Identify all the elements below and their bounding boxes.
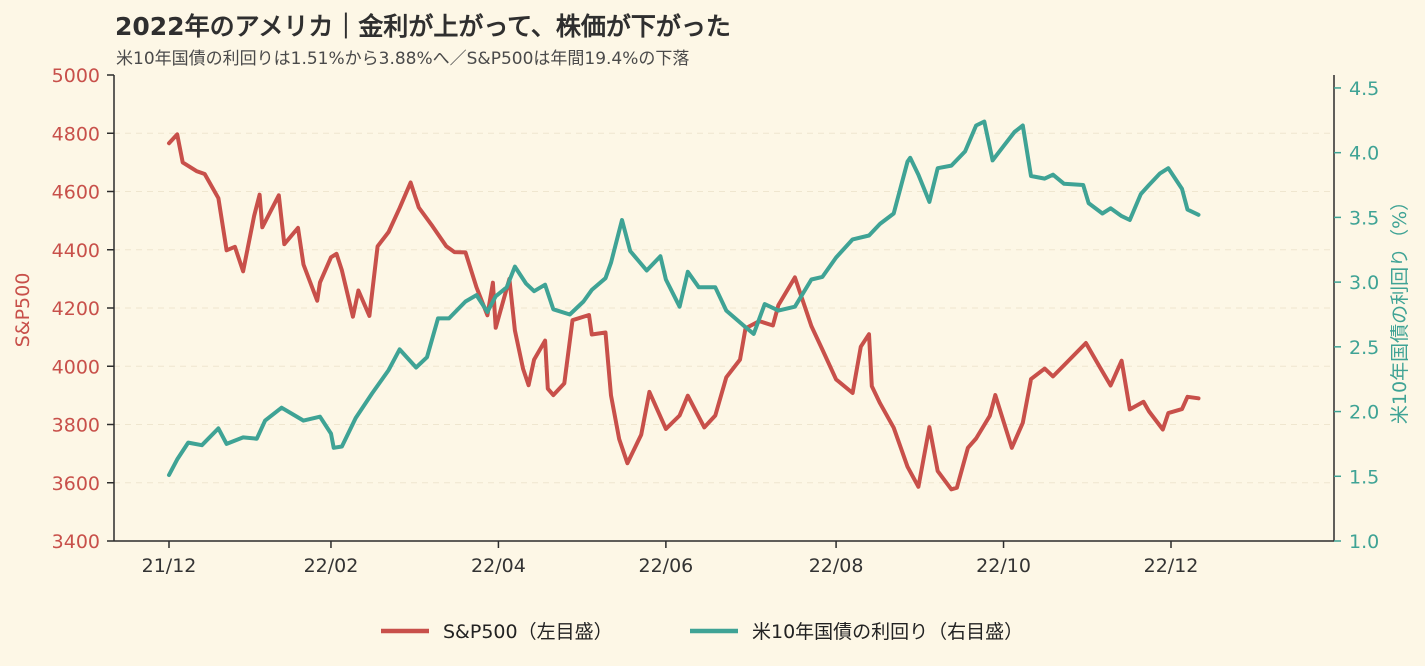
left-tick-label: 4200 — [52, 298, 100, 320]
left-tick-label: 4000 — [52, 356, 100, 378]
left-tick-label: 3800 — [52, 415, 100, 437]
gridlines — [114, 132, 1334, 484]
left-tick-label: 3600 — [52, 473, 100, 495]
right-tick-label: 1.5 — [1349, 466, 1379, 488]
legend-label-yield: 米10年国債の利回り（右目盛） — [752, 621, 1023, 643]
right-axis-label: 米10年国債の利回り（%） — [1389, 192, 1411, 424]
sp500-line — [167, 132, 1201, 492]
right-tick-label: 3.5 — [1349, 207, 1379, 229]
right-tick-label: 2.0 — [1349, 402, 1379, 424]
legend-label-sp500: S&P500（左目盛） — [443, 621, 613, 643]
left-tick-label: 4800 — [52, 123, 100, 145]
left-tick-label: 4400 — [52, 240, 100, 262]
x-tick-label: 21/12 — [142, 555, 197, 577]
x-tick-label: 22/10 — [976, 555, 1031, 577]
right-tick-label: 4.5 — [1349, 78, 1379, 100]
left-axis-label: S&P500 — [12, 273, 34, 348]
x-tick-label: 22/12 — [1144, 555, 1199, 577]
right-tick-label: 1.0 — [1349, 531, 1379, 553]
plot-area — [167, 119, 1201, 492]
left-tick-label: 3400 — [52, 531, 100, 553]
left-tick-label: 4600 — [52, 182, 100, 204]
tick-labels: 3400 3600 3800 4000 4200 4400 4600 4800 5000 1.0 1… — [52, 65, 1380, 577]
right-tick-label: 4.0 — [1349, 143, 1379, 165]
chart-title: 2022年のアメリカ｜金利が上がって、株価が下がった — [115, 12, 731, 41]
x-tick-label: 22/06 — [638, 555, 693, 577]
legend: S&P500（左目盛） 米10年国債の利回り（右目盛） — [381, 621, 1023, 643]
left-tick-label: 5000 — [52, 65, 100, 87]
treasury-yield-line — [167, 119, 1201, 477]
x-tick-label: 22/08 — [809, 555, 864, 577]
x-tick-label: 22/02 — [304, 555, 359, 577]
chart-subtitle: 米10年国債の利回りは1.51%から3.88%へ／S&P500は年間19.4%の… — [116, 49, 689, 69]
x-tick-label: 22/04 — [471, 555, 526, 577]
right-tick-label: 3.0 — [1349, 272, 1379, 294]
right-tick-label: 2.5 — [1349, 337, 1379, 359]
